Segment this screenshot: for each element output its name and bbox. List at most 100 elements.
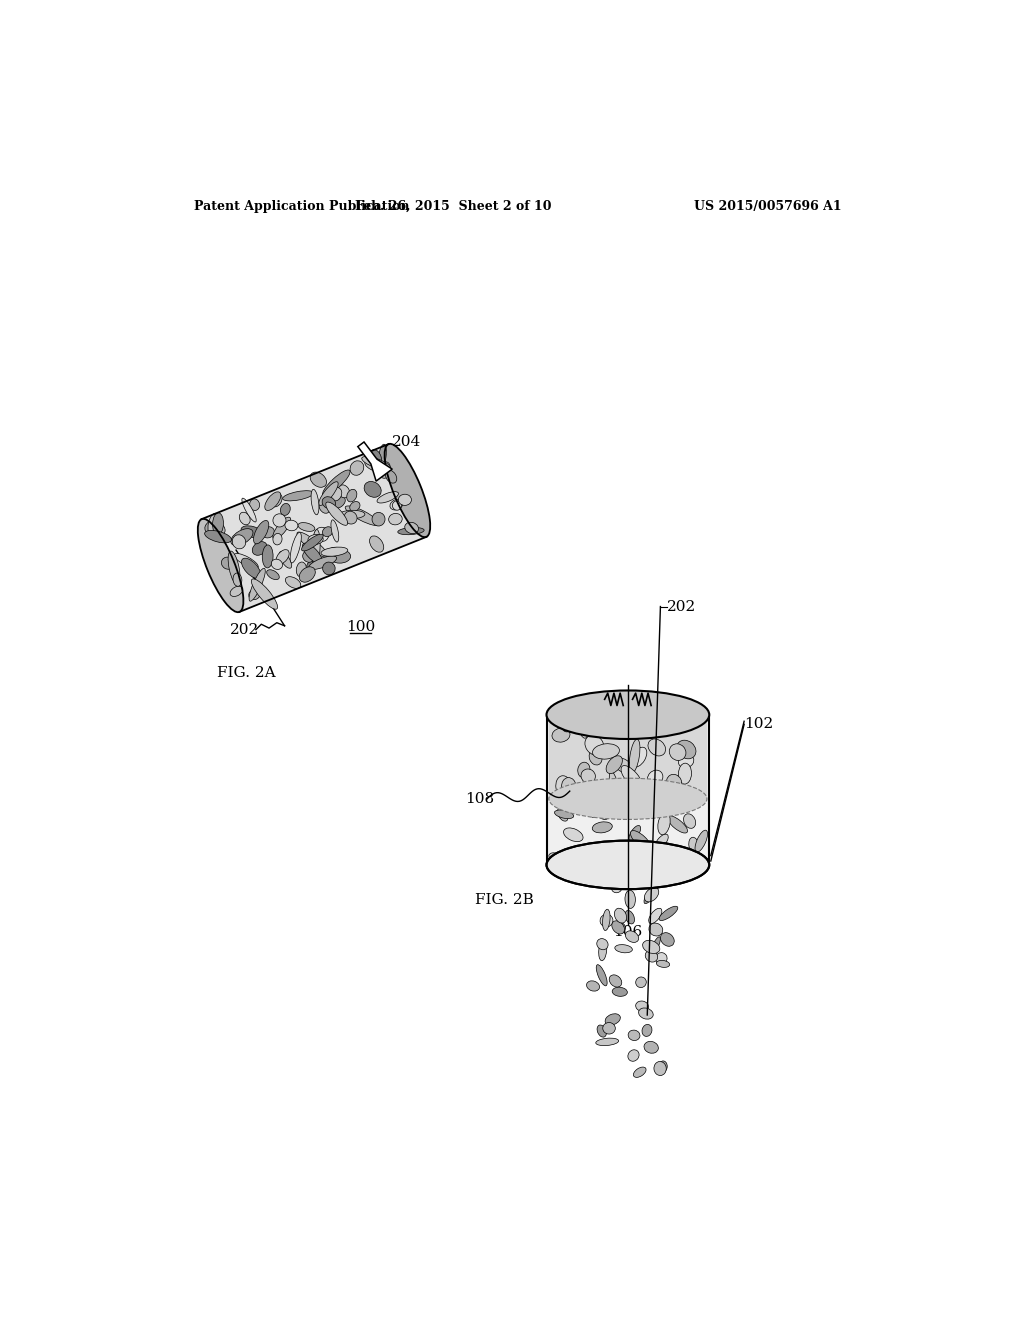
Ellipse shape	[331, 520, 339, 543]
Ellipse shape	[344, 511, 357, 524]
Ellipse shape	[252, 541, 267, 556]
Ellipse shape	[673, 777, 683, 804]
Ellipse shape	[280, 552, 292, 568]
Ellipse shape	[273, 533, 282, 545]
Ellipse shape	[276, 549, 289, 564]
Ellipse shape	[283, 491, 313, 500]
Ellipse shape	[614, 945, 633, 953]
Ellipse shape	[684, 814, 695, 829]
Ellipse shape	[273, 513, 286, 527]
Ellipse shape	[297, 532, 328, 557]
Ellipse shape	[581, 770, 595, 783]
Ellipse shape	[605, 1014, 621, 1024]
Ellipse shape	[221, 557, 234, 569]
Ellipse shape	[611, 883, 623, 892]
Ellipse shape	[670, 743, 686, 760]
Ellipse shape	[303, 550, 314, 562]
Ellipse shape	[689, 837, 698, 853]
Ellipse shape	[631, 830, 651, 851]
Text: Feb. 26, 2015  Sheet 2 of 10: Feb. 26, 2015 Sheet 2 of 10	[355, 199, 552, 213]
Ellipse shape	[587, 981, 600, 991]
Ellipse shape	[309, 556, 337, 569]
Ellipse shape	[552, 729, 570, 742]
Ellipse shape	[655, 953, 667, 964]
Ellipse shape	[655, 834, 669, 849]
Ellipse shape	[339, 511, 365, 519]
Ellipse shape	[578, 762, 590, 777]
Ellipse shape	[547, 690, 710, 739]
Ellipse shape	[230, 529, 253, 545]
Text: 106: 106	[613, 925, 642, 940]
Ellipse shape	[589, 750, 602, 766]
Ellipse shape	[390, 499, 402, 510]
Ellipse shape	[628, 1049, 639, 1061]
Ellipse shape	[232, 535, 246, 549]
Ellipse shape	[629, 825, 641, 841]
Ellipse shape	[594, 717, 611, 737]
Ellipse shape	[350, 461, 364, 475]
Ellipse shape	[549, 779, 707, 820]
Ellipse shape	[554, 810, 573, 818]
Ellipse shape	[350, 502, 360, 511]
Ellipse shape	[208, 513, 219, 536]
Ellipse shape	[233, 573, 242, 586]
Ellipse shape	[639, 847, 659, 861]
Ellipse shape	[377, 491, 398, 503]
Ellipse shape	[644, 887, 658, 902]
Ellipse shape	[265, 492, 281, 511]
Ellipse shape	[266, 570, 280, 579]
Ellipse shape	[389, 513, 402, 525]
Text: 202: 202	[667, 599, 696, 614]
Ellipse shape	[378, 445, 386, 469]
Ellipse shape	[626, 845, 642, 863]
Ellipse shape	[643, 940, 659, 953]
Ellipse shape	[602, 909, 610, 931]
Ellipse shape	[658, 1061, 668, 1072]
Ellipse shape	[205, 531, 231, 543]
Ellipse shape	[603, 1023, 615, 1034]
Ellipse shape	[385, 470, 396, 483]
Ellipse shape	[668, 816, 687, 833]
Ellipse shape	[630, 739, 640, 772]
Ellipse shape	[556, 776, 572, 799]
Ellipse shape	[597, 1026, 606, 1038]
Ellipse shape	[361, 457, 391, 470]
Ellipse shape	[392, 500, 401, 511]
Ellipse shape	[323, 562, 335, 574]
Ellipse shape	[314, 527, 329, 541]
Ellipse shape	[656, 961, 670, 968]
Ellipse shape	[308, 535, 324, 544]
Ellipse shape	[634, 1067, 646, 1077]
Text: 108: 108	[465, 792, 495, 807]
Ellipse shape	[374, 458, 385, 470]
Ellipse shape	[654, 1061, 667, 1076]
Ellipse shape	[398, 494, 412, 506]
Ellipse shape	[633, 785, 649, 796]
Ellipse shape	[205, 520, 219, 533]
Ellipse shape	[262, 545, 273, 568]
Ellipse shape	[649, 923, 663, 936]
Ellipse shape	[385, 444, 430, 537]
Ellipse shape	[561, 777, 577, 796]
Ellipse shape	[241, 525, 263, 537]
Ellipse shape	[365, 482, 381, 498]
Ellipse shape	[381, 462, 390, 471]
Ellipse shape	[234, 553, 258, 569]
Ellipse shape	[271, 494, 282, 507]
Text: FIG. 2A: FIG. 2A	[217, 665, 275, 680]
Ellipse shape	[311, 529, 321, 566]
Ellipse shape	[323, 527, 333, 537]
Ellipse shape	[660, 933, 674, 946]
Ellipse shape	[592, 822, 612, 833]
Ellipse shape	[338, 484, 349, 498]
Ellipse shape	[298, 523, 314, 532]
Ellipse shape	[311, 490, 318, 515]
Ellipse shape	[272, 517, 291, 539]
Ellipse shape	[593, 719, 608, 735]
Text: FIG. 2B: FIG. 2B	[475, 892, 534, 907]
Ellipse shape	[613, 758, 633, 774]
Ellipse shape	[370, 450, 382, 467]
Ellipse shape	[318, 500, 330, 513]
Ellipse shape	[302, 543, 323, 564]
Text: 100: 100	[346, 619, 375, 634]
